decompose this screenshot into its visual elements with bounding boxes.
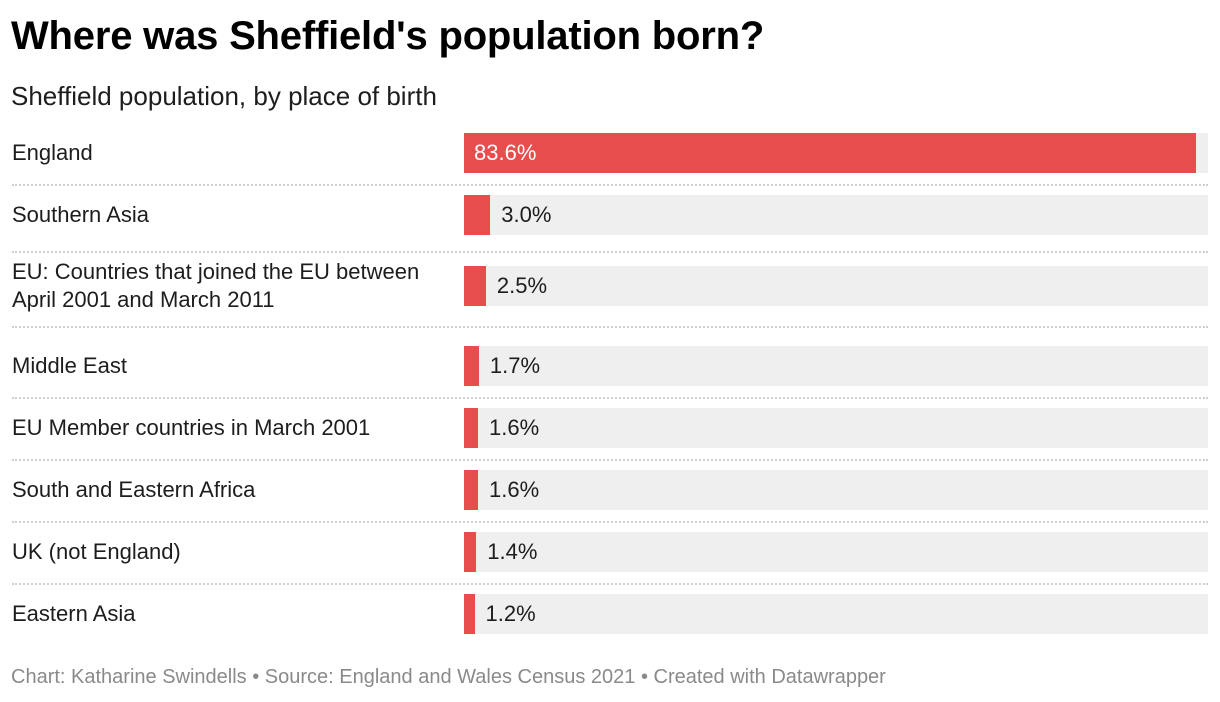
row-separator	[12, 583, 1208, 585]
bar	[464, 346, 479, 386]
bar-value-label: 3.0%	[501, 202, 552, 227]
chart-footer: Chart: Katharine Swindells • Source: Eng…	[11, 666, 886, 688]
bar	[464, 195, 491, 235]
bar	[464, 408, 478, 448]
row-label: England	[12, 140, 93, 165]
bar-track: 1.6%	[464, 470, 1208, 510]
bar-track: 83.6%	[464, 133, 1208, 173]
bar	[464, 266, 486, 306]
row-separator	[12, 251, 1208, 253]
row-label: Southern Asia	[12, 202, 149, 227]
row-label: UK (not England)	[12, 539, 181, 564]
bar	[464, 532, 477, 572]
bar-value-label: 2.5%	[496, 273, 548, 298]
bar-track: 2.5%	[464, 266, 1208, 306]
bar-track: 1.7%	[464, 346, 1208, 386]
chart-subtitle: Sheffield population, by place of birth	[11, 81, 437, 111]
bar-track: 1.4%	[464, 532, 1208, 572]
bar-value-label: 1.4%	[487, 539, 538, 564]
row-separator	[12, 397, 1208, 399]
chart-title: Where was Sheffield's population born?	[11, 14, 765, 58]
row-separator	[12, 521, 1208, 523]
bar-value-label: 83.6%	[474, 140, 537, 165]
bar-track: 1.2%	[464, 594, 1208, 634]
row-separator	[12, 184, 1208, 186]
bar-track: 1.6%	[464, 408, 1208, 448]
bar-value-label: 1.6%	[489, 415, 540, 440]
bar-track: 3.0%	[464, 195, 1208, 235]
bar	[464, 133, 1196, 173]
bar	[464, 470, 478, 510]
row-label: South and Eastern Africa	[12, 477, 256, 502]
row-separator	[12, 459, 1208, 461]
row-label: Middle East	[12, 353, 127, 378]
bar-value-label: 1.6%	[489, 477, 540, 502]
row-label: EU Member countries in March 2001	[12, 415, 371, 440]
bar-value-label: 1.7%	[489, 353, 541, 378]
bar-value-label: 1.2%	[485, 601, 536, 626]
row-separator	[12, 326, 1208, 328]
bar	[464, 594, 475, 634]
row-label: Eastern Asia	[12, 601, 136, 626]
row-label: EU: Countries that joined the EU between…	[12, 259, 420, 312]
